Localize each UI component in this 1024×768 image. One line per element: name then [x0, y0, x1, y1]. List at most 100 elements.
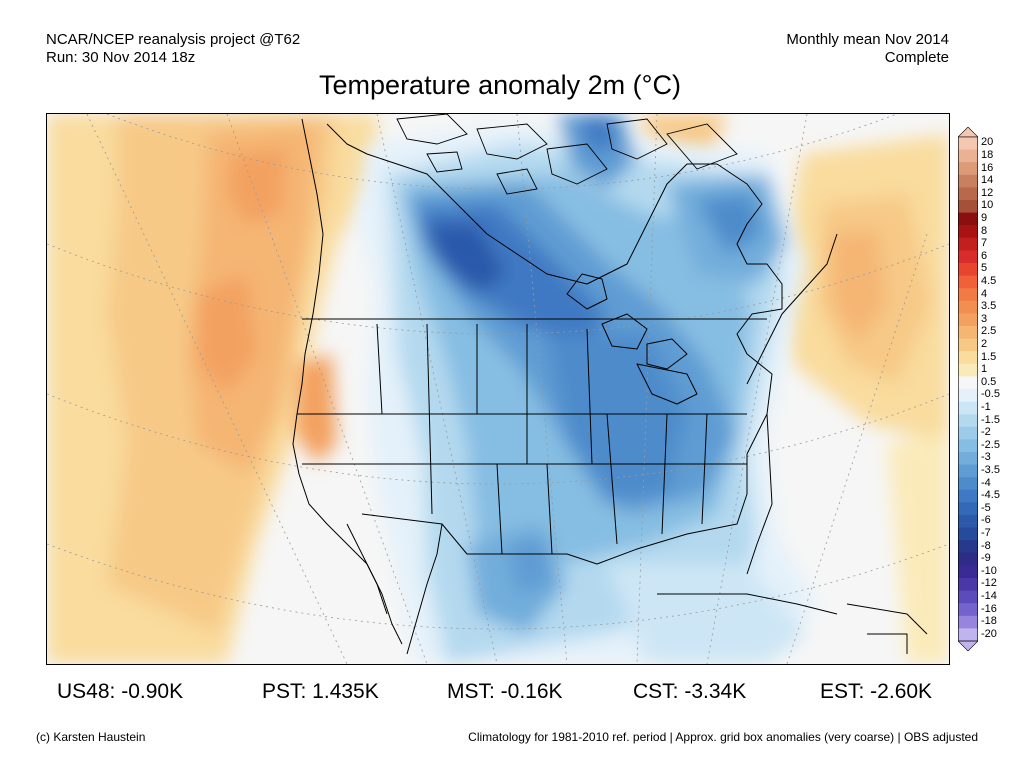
colorbar-swatch: [958, 363, 978, 377]
colorbar-swatch: [958, 237, 978, 251]
anomaly-map-canvas: [47, 114, 949, 664]
stat-cst: CST: -3.34K: [633, 680, 747, 703]
colorbar-label: -7: [981, 526, 991, 539]
colorbar-swatch: [958, 288, 978, 302]
run-label: Run: 30 Nov 2014 18z: [46, 49, 196, 66]
colorbar-label: 14: [981, 174, 994, 187]
colorbar-swatch: [958, 162, 978, 176]
colorbar-label: -10: [981, 564, 997, 577]
colorbar-swatch: [958, 426, 978, 440]
colorbar-swatch: [958, 439, 978, 453]
stat-pst: PST: 1.435K: [262, 680, 379, 703]
colorbar-label: 18: [981, 148, 994, 161]
period-label: Monthly mean Nov 2014: [786, 31, 949, 48]
colorbar-label: 2.5: [981, 325, 997, 338]
colorbar-swatch: [958, 615, 978, 629]
colorbar-swatch: [958, 338, 978, 352]
colorbar-label: -2.5: [981, 438, 1000, 451]
colorbar-swatch: [958, 452, 978, 465]
colorbar-label: 0.5: [981, 375, 997, 388]
colorbar-label: -6: [981, 514, 991, 527]
graticule-lines: [47, 114, 949, 664]
colorbar-label: -3: [981, 451, 991, 464]
colorbar-label: 10: [981, 199, 994, 212]
colorbar-swatch: [958, 187, 978, 201]
colorbar-swatch: [958, 200, 978, 213]
coastlines-and-borders: [292, 118, 928, 655]
colorbar-swatch: [958, 250, 978, 264]
colorbar-bottom-arrow: [958, 640, 978, 651]
colorbar-label: -1: [981, 400, 991, 413]
colorbar-swatch: [958, 401, 978, 415]
map-title: Temperature anomaly 2m (°C): [319, 70, 681, 100]
colorbar-swatch: [958, 275, 978, 289]
colorbar-label: 8: [981, 224, 988, 237]
stat-us48: US48: -0.90K: [57, 680, 184, 703]
colorbar-label: -3.5: [981, 463, 1000, 476]
colorbar-label: -4.5: [981, 489, 1000, 502]
colorbar-label: -8: [981, 539, 991, 552]
colorbar-swatch: [958, 515, 978, 528]
colorbar-label: 6: [981, 249, 988, 262]
colorbar-swatch: [958, 603, 978, 617]
colorbar-label: -20: [981, 627, 997, 640]
colorbar-swatch: [958, 414, 978, 428]
arctic-islands: [396, 114, 738, 195]
colorbar-label: -4: [981, 476, 991, 489]
colorbar-label: 3: [981, 312, 988, 325]
colorbar-label: 20: [981, 136, 994, 149]
climatology-note: Climatology for 1981-2010 ref. period | …: [468, 730, 978, 744]
colorbar-swatch: [958, 149, 978, 163]
colorbar-label: -14: [981, 589, 997, 602]
colorbar-swatch: [958, 464, 978, 478]
colorbar-label: 9: [981, 211, 988, 224]
colorbar-label: -18: [981, 615, 997, 628]
colorbar-swatch: [958, 212, 978, 226]
colorbar-label: 2: [981, 337, 988, 350]
colorbar-swatch: [958, 489, 978, 503]
colorbar-swatch: [958, 565, 978, 579]
colorbar-swatch: [958, 300, 978, 314]
colorbar-swatch: [958, 174, 978, 188]
colorbar-label: 7: [981, 237, 988, 250]
colorbar-swatch: [958, 389, 978, 402]
colorbar-top-arrow: [958, 127, 978, 138]
colorbar-label: -0.5: [981, 388, 1000, 401]
colorbar-swatch: [958, 552, 978, 566]
colorbar-label: 4: [981, 287, 988, 300]
colorbar-swatch: [958, 326, 978, 339]
colorbar-label: 1.5: [981, 350, 997, 363]
colorbar-label: -16: [981, 602, 997, 615]
colorbar-label: -2: [981, 426, 991, 439]
colorbar-label: 16: [981, 161, 994, 174]
colorbar-label: -1.5: [981, 413, 1000, 426]
stat-est: EST: -2.60K: [820, 680, 933, 703]
stat-mst: MST: -0.16K: [447, 680, 563, 703]
colorbar-label: -9: [981, 552, 991, 565]
colorbar-label: -5: [981, 501, 991, 514]
colorbar-label: -12: [981, 577, 997, 590]
colorbar-label: 1: [981, 363, 988, 376]
anomaly-colorbar: [958, 127, 978, 651]
colorbar-swatch: [958, 351, 978, 365]
copyright-label: (c) Karsten Haustein: [36, 730, 146, 744]
colorbar-label: 5: [981, 262, 988, 275]
colorbar-swatch: [958, 137, 978, 150]
cold-anomaly-fields: [357, 114, 817, 664]
colorbar-swatch: [958, 540, 978, 554]
colorbar-swatch: [958, 313, 978, 327]
anomaly-map: [46, 113, 950, 665]
colorbar-outline: [958, 136, 978, 642]
colorbar-swatch: [958, 502, 978, 516]
colorbar-swatch: [958, 628, 978, 642]
colorbar-swatch: [958, 477, 978, 491]
colorbar-swatch: [958, 263, 978, 276]
colorbar-label: 12: [981, 186, 994, 199]
colorbar-swatch: [958, 590, 978, 604]
colorbar-swatch: [958, 225, 978, 239]
status-label: Complete: [884, 49, 949, 66]
colorbar-label: 3.5: [981, 300, 997, 313]
colorbar-label: 4.5: [981, 274, 997, 287]
colorbar-swatch: [958, 376, 978, 390]
colorbar-swatch: [958, 578, 978, 591]
